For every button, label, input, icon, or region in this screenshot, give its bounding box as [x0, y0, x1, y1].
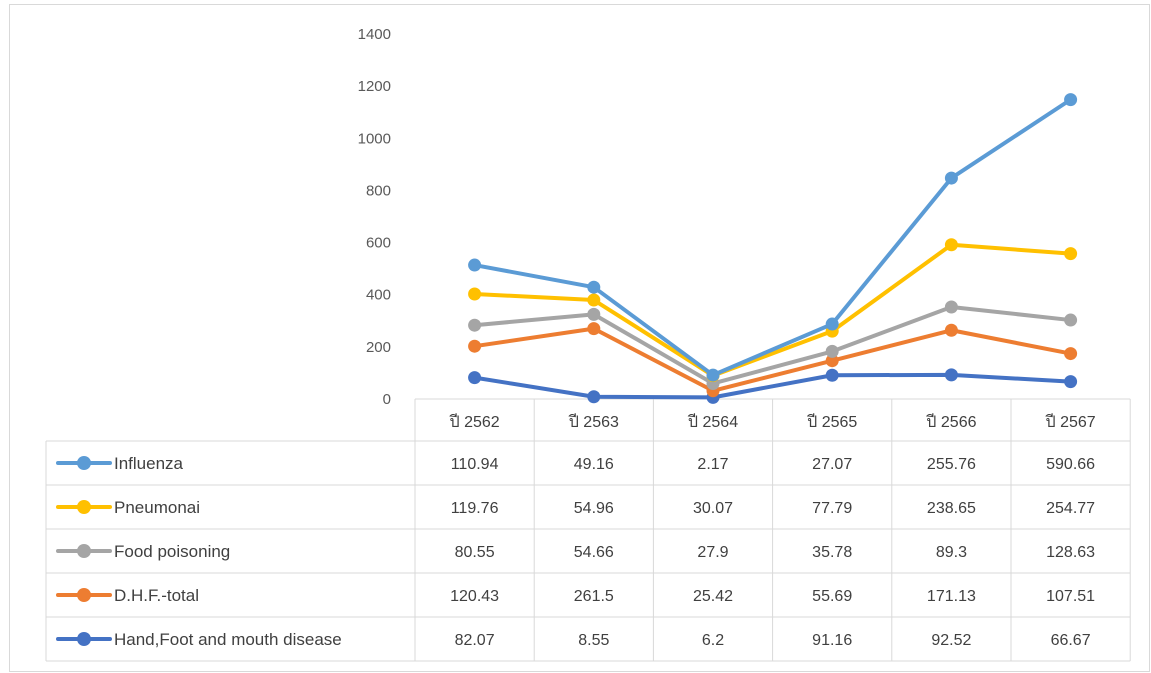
legend-label: D.H.F.-total — [114, 586, 199, 605]
data-table-value: 30.07 — [693, 500, 733, 517]
data-point — [1064, 313, 1078, 327]
data-point — [1064, 93, 1078, 107]
legend-label: Food poisoning — [114, 542, 230, 561]
legend-key-marker — [77, 500, 91, 514]
series-line-hand-foot-and-mouth-disease — [472, 372, 1073, 400]
data-table-value: 255.76 — [927, 456, 976, 473]
x-category-label: ปี 2566 — [926, 413, 977, 431]
y-tick-label: 1200 — [358, 78, 391, 95]
data-point — [825, 344, 839, 358]
legend-key-marker — [77, 588, 91, 602]
y-tick-label: 800 — [366, 182, 391, 199]
legend-key-marker — [77, 544, 91, 558]
data-table-value: 35.78 — [812, 544, 852, 561]
y-tick-label: 600 — [366, 235, 391, 252]
data-table-value: 91.16 — [812, 632, 852, 649]
y-tick-label: 1000 — [358, 130, 391, 147]
data-point — [944, 171, 958, 185]
x-category-label: ปี 2564 — [687, 413, 738, 431]
data-table-value: 89.3 — [936, 544, 967, 561]
x-category-label: ปี 2565 — [807, 413, 858, 431]
data-point — [825, 317, 839, 331]
series-line-d-h-f-total — [472, 326, 1073, 393]
data-table-value: 128.63 — [1046, 544, 1095, 561]
data-point — [468, 258, 482, 272]
data-table-value: 55.69 — [812, 588, 852, 605]
data-table-value: 120.43 — [450, 588, 499, 605]
data-table-value: 80.55 — [455, 544, 495, 561]
y-tick-label: 1400 — [358, 26, 391, 43]
legend-label: Pneumonai — [114, 498, 200, 517]
data-point — [944, 238, 958, 252]
data-table-value: 119.76 — [451, 500, 499, 517]
data-point — [587, 307, 601, 321]
y-tick-label: 400 — [366, 287, 391, 304]
data-table-value: 66.67 — [1051, 632, 1091, 649]
data-table-value: 82.07 — [455, 632, 495, 649]
legend-key-marker — [77, 632, 91, 646]
data-point — [468, 371, 482, 385]
data-point — [944, 323, 958, 337]
data-point — [1064, 375, 1078, 389]
data-table-value: 8.55 — [578, 632, 609, 649]
x-category-label: ปี 2562 — [449, 413, 500, 431]
data-point — [825, 354, 839, 368]
data-point — [468, 339, 482, 353]
series-line-pneumonai — [472, 242, 1073, 378]
data-point — [587, 293, 601, 307]
x-category-label: ปี 2567 — [1045, 413, 1096, 431]
data-point — [587, 390, 601, 404]
legend-label: Hand,Foot and mouth disease — [114, 630, 342, 649]
data-table-value: 54.96 — [574, 500, 614, 517]
data-point — [825, 368, 839, 382]
data-table-value: 2.17 — [697, 456, 728, 473]
data-point — [468, 287, 482, 301]
data-point — [706, 368, 720, 382]
data-table-value: 6.2 — [702, 632, 724, 649]
data-table-value: 171.13 — [927, 588, 976, 605]
data-table-value: 110.94 — [451, 456, 499, 473]
chart-area — [9, 4, 1150, 672]
data-point — [1064, 247, 1078, 261]
series-line-influenza — [472, 97, 1073, 378]
data-point — [587, 280, 601, 294]
data-table-value: 107.51 — [1046, 588, 1095, 605]
y-tick-label: 0 — [383, 391, 391, 408]
data-table-value: 54.66 — [574, 544, 614, 561]
data-point — [587, 322, 601, 336]
data-table-value: 238.65 — [927, 500, 976, 517]
legend-key-marker — [77, 456, 91, 470]
data-table-value: 92.52 — [931, 632, 971, 649]
data-table-value: 261.5 — [574, 588, 614, 605]
data-point — [468, 318, 482, 332]
x-category-label: ปี 2563 — [568, 413, 619, 431]
series-line-food-poisoning — [472, 304, 1073, 386]
y-tick-label: 200 — [366, 339, 391, 356]
data-table-value: 25.42 — [693, 588, 733, 605]
legend-label: Influenza — [114, 454, 184, 473]
data-table-value: 49.16 — [574, 456, 614, 473]
data-point — [944, 300, 958, 314]
data-point — [1064, 347, 1078, 361]
data-table-value: 27.07 — [812, 456, 852, 473]
data-table-value: 254.77 — [1046, 500, 1095, 517]
data-point — [944, 368, 958, 382]
data-table-value: 77.79 — [812, 500, 852, 517]
data-table-value: 27.9 — [697, 544, 728, 561]
data-table-value: 590.66 — [1046, 456, 1095, 473]
